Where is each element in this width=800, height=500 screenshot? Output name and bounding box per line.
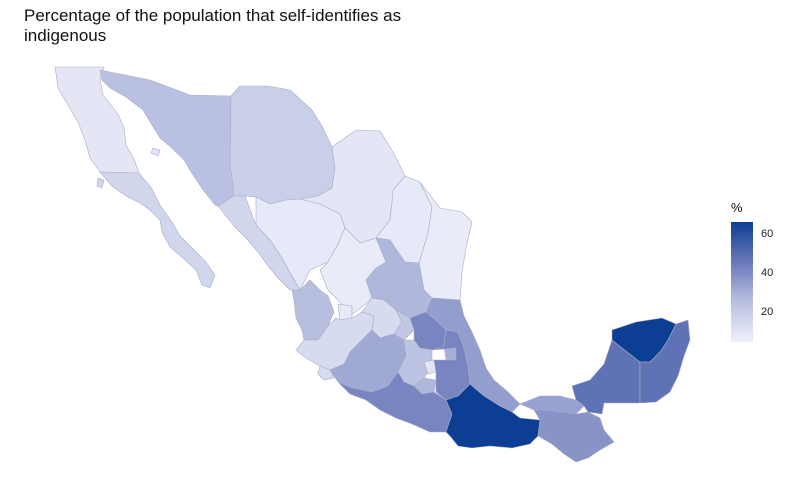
legend-tick-label: 40 — [761, 267, 774, 280]
state-aguascalientes[interactable] — [337, 303, 353, 321]
legend-tick-label: 20 — [761, 306, 774, 319]
map-title: Percentage of the population that self-i… — [24, 6, 402, 45]
state-baja-california[interactable] — [54, 66, 140, 174]
state-baja-california-sur[interactable] — [99, 171, 216, 289]
legend-colorbar — [731, 222, 753, 342]
island-cedros — [96, 177, 105, 189]
legend-tick-mark — [753, 312, 758, 314]
state-chihuahua[interactable] — [229, 85, 336, 205]
legend-title: % — [731, 200, 743, 215]
state-chiapas[interactable] — [533, 409, 615, 463]
legend-tick-mark — [753, 273, 758, 275]
states-layer — [54, 66, 691, 463]
state-oaxaca[interactable] — [445, 383, 541, 449]
state-quintana-roo[interactable] — [639, 319, 691, 404]
state-colima[interactable] — [317, 365, 335, 381]
legend-tick-label: 60 — [761, 227, 774, 240]
island-tiburon — [150, 147, 161, 157]
legend-tick-mark — [753, 233, 758, 235]
color-legend: % 20 40 60 — [728, 200, 788, 350]
